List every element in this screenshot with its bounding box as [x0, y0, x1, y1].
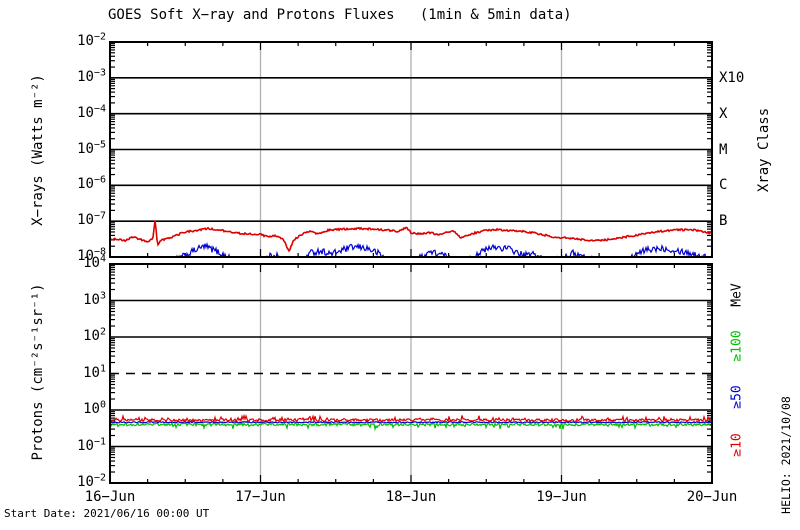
- y-tick-label: 10−1: [77, 435, 106, 454]
- legend-label-100: ≥100: [729, 330, 745, 362]
- xray-class-axis-title: Xray Class: [756, 107, 772, 193]
- y-tick-label: 10−8: [77, 246, 106, 264]
- legend-label-MeV: MeV: [729, 283, 745, 307]
- y-tick-label: 10−4: [77, 103, 106, 121]
- x-tick-label: 16−Jun: [84, 489, 136, 505]
- y-tick-label: 10−7: [77, 210, 106, 229]
- xray-class-label-m: M: [719, 141, 728, 158]
- y-tick-label: 10−2: [77, 31, 106, 49]
- x-tick-label: 18−Jun: [385, 489, 437, 505]
- legend-label-50: ≥50: [729, 385, 745, 409]
- xray-short-wavelength-series: [176, 241, 707, 256]
- proton-flux-panel: [109, 263, 713, 484]
- xray-class-label-x10: X10: [719, 69, 745, 86]
- y-tick-label: 103: [83, 289, 106, 308]
- protons-ge50mev-series: [111, 420, 711, 424]
- x-tick-label: 19−Jun: [536, 489, 587, 505]
- y-tick-label: 10−2: [77, 472, 106, 490]
- chart-title: GOES Soft X−ray and Protons Fluxes (1min…: [108, 7, 572, 23]
- x-tick-label: 20−Jun: [686, 489, 738, 505]
- xray-class-label-x: X: [719, 105, 728, 122]
- y-tick-label: 100: [83, 399, 106, 417]
- xray-axis-label: X−rays (Watts m⁻²): [30, 74, 46, 226]
- xray-class-label-c: C: [719, 177, 728, 194]
- helio-watermark-label: HELIO: 2021/10/08: [779, 396, 793, 514]
- xray-class-label-b: B: [719, 213, 728, 230]
- y-tick-label: 102: [83, 326, 106, 344]
- y-tick-label: 101: [83, 362, 106, 381]
- xray-long-wavelength-series: [111, 220, 711, 253]
- y-tick-label: 104: [83, 253, 106, 271]
- proton-axis-label: Protons (cm⁻²s⁻¹sr⁻¹): [30, 283, 46, 461]
- protons-ge100mev-series: [111, 421, 711, 432]
- y-tick-label: 10−6: [77, 174, 106, 193]
- legend-label-10: ≥10: [729, 433, 745, 457]
- start-date-label: Start Date: 2021/06/16 00:00 UT: [4, 507, 210, 520]
- y-tick-label: 10−3: [77, 67, 106, 85]
- xray-flux-panel: [109, 41, 713, 258]
- y-tick-label: 10−5: [77, 138, 106, 157]
- x-tick-label: 17−Jun: [235, 489, 286, 505]
- protons-ge10mev-series: [111, 413, 711, 423]
